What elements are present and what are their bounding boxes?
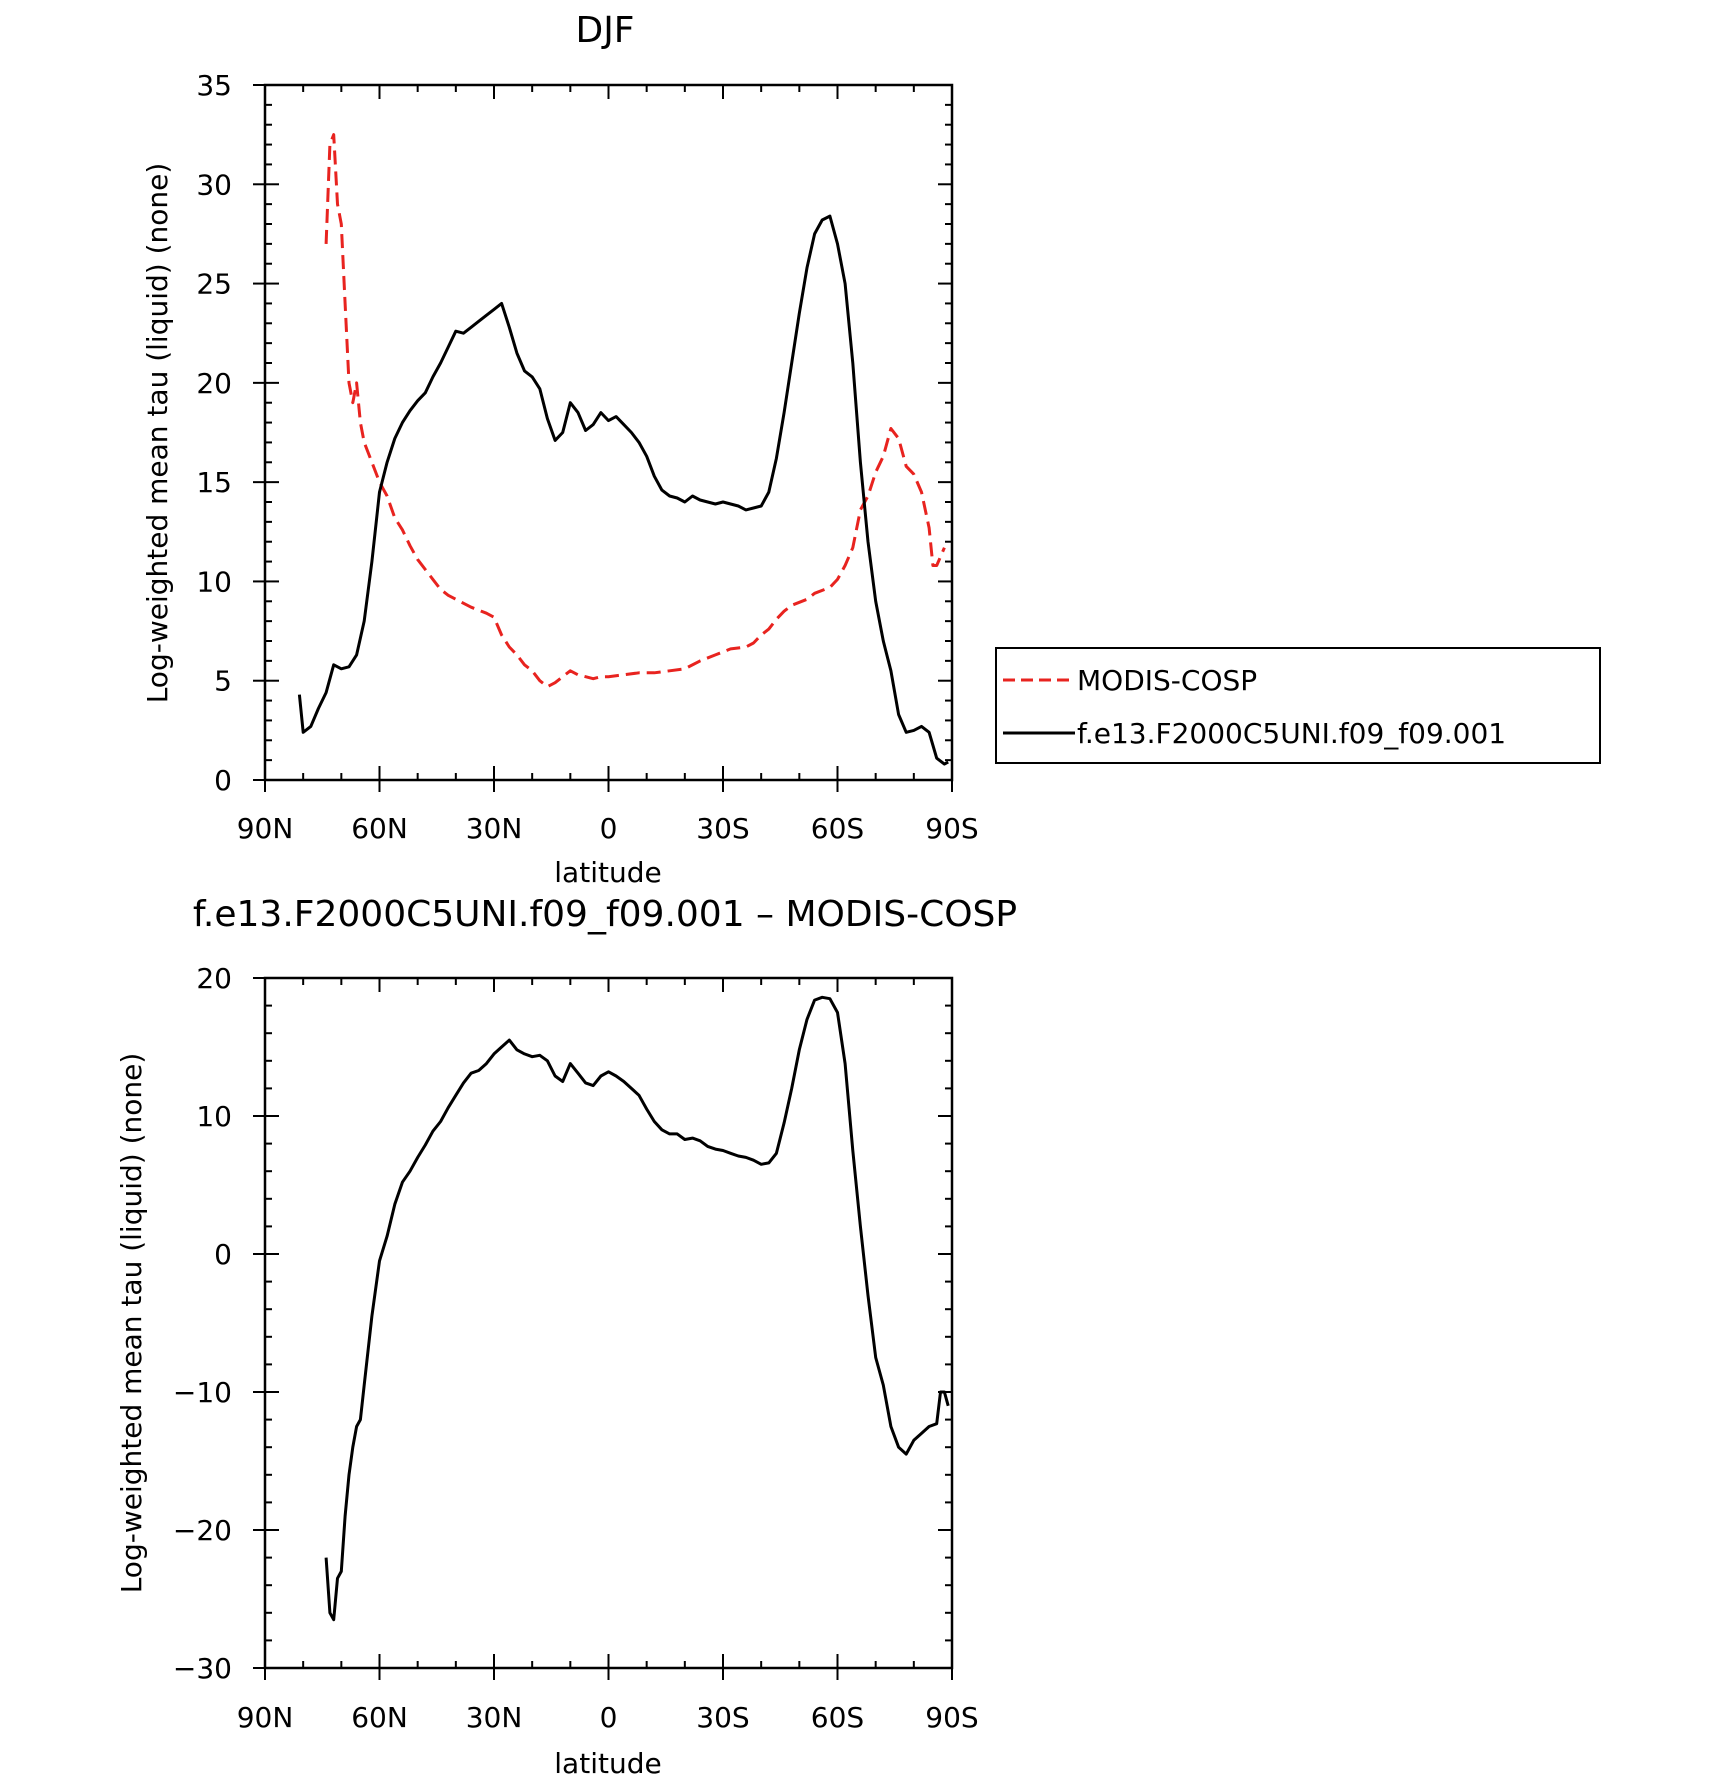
top-y-tick-label: 15 — [196, 466, 232, 499]
bottom-x-tick-label: 90N — [237, 1701, 294, 1734]
bottom-y-tick-label: 10 — [196, 1100, 232, 1133]
bottom-series-lines — [324, 995, 950, 1622]
bottom-plot-frame — [263, 976, 954, 1670]
legend-box — [995, 647, 1601, 764]
top-x-tick-label: 0 — [600, 812, 618, 845]
bottom-y-tick-label: 20 — [196, 962, 232, 995]
top-x-tick-labels: 90N 60N 30N 0 30S 60S 90S — [237, 812, 979, 845]
top-y-tick-labels: 0 5 10 15 20 25 30 35 — [196, 69, 232, 797]
legend: MODIS-COSP f.e13.F2000C5UNI.f09_f09.001 — [995, 647, 1601, 764]
bottom-y-tick-labels: −30 −20 −10 0 10 20 — [173, 962, 232, 1685]
top-series-line-1 — [297, 214, 949, 766]
bottom-x-tick-label: 30S — [696, 1701, 749, 1734]
bottom-chart-title: f.e13.F2000C5UNI.f09_f09.001 – MODIS-COS… — [193, 894, 1017, 935]
top-x-tick-label: 90S — [925, 812, 978, 845]
top-y-tick-label: 20 — [196, 367, 232, 400]
bottom-y-tick-label: 0 — [214, 1238, 232, 1271]
bottom-x-tick-label: 0 — [600, 1701, 618, 1734]
bottom-series-line-0 — [324, 995, 950, 1622]
top-y-tick-label: 35 — [196, 69, 232, 102]
top-x-tick-label: 90N — [237, 812, 294, 845]
bottom-y-tick-label: −30 — [173, 1652, 232, 1685]
bottom-x-axis-title: latitude — [554, 1747, 661, 1777]
top-y-tick-label: 0 — [214, 764, 232, 797]
bottom-x-tick-label: 60N — [351, 1701, 408, 1734]
top-axis-ticks — [253, 84, 953, 792]
top-y-tick-label: 5 — [214, 665, 232, 698]
bottom-y-tick-label: −10 — [173, 1376, 232, 1409]
top-y-axis-title: Log-weighted mean tau (liquid) (none) — [141, 163, 174, 704]
bottom-y-axis-title: Log-weighted mean tau (liquid) (none) — [115, 1053, 148, 1594]
top-panel: DJF 90N 60N 30N 0 30S 60S 90S 0 5 10 15 20 25 30 35 l… — [141, 10, 1601, 889]
bottom-x-tick-labels: 90N 60N 30N 0 30S 60S 90S — [237, 1701, 979, 1734]
top-x-tick-label: 60S — [811, 812, 864, 845]
top-plot-frame — [263, 83, 954, 782]
top-chart-title: DJF — [575, 10, 634, 51]
top-y-tick-label: 25 — [196, 268, 232, 301]
bottom-x-tick-label: 30N — [466, 1701, 523, 1734]
top-y-tick-label: 10 — [196, 565, 232, 598]
top-y-tick-label: 30 — [196, 168, 232, 201]
legend-label-model: f.e13.F2000C5UNI.f09_f09.001 — [1077, 717, 1506, 750]
top-series-lines — [297, 133, 949, 766]
top-series-line-0 — [324, 133, 946, 689]
bottom-y-tick-label: −20 — [173, 1514, 232, 1547]
top-x-tick-label: 30N — [466, 812, 523, 845]
bottom-x-tick-label: 60S — [811, 1701, 864, 1734]
legend-label-modis: MODIS-COSP — [1077, 664, 1257, 697]
top-x-axis-title: latitude — [554, 856, 661, 889]
top-x-tick-label: 60N — [351, 812, 408, 845]
top-x-tick-label: 30S — [696, 812, 749, 845]
bottom-x-tick-label: 90S — [925, 1701, 978, 1734]
bottom-panel: f.e13.F2000C5UNI.f09_f09.001 – MODIS-COS… — [115, 894, 1017, 1777]
